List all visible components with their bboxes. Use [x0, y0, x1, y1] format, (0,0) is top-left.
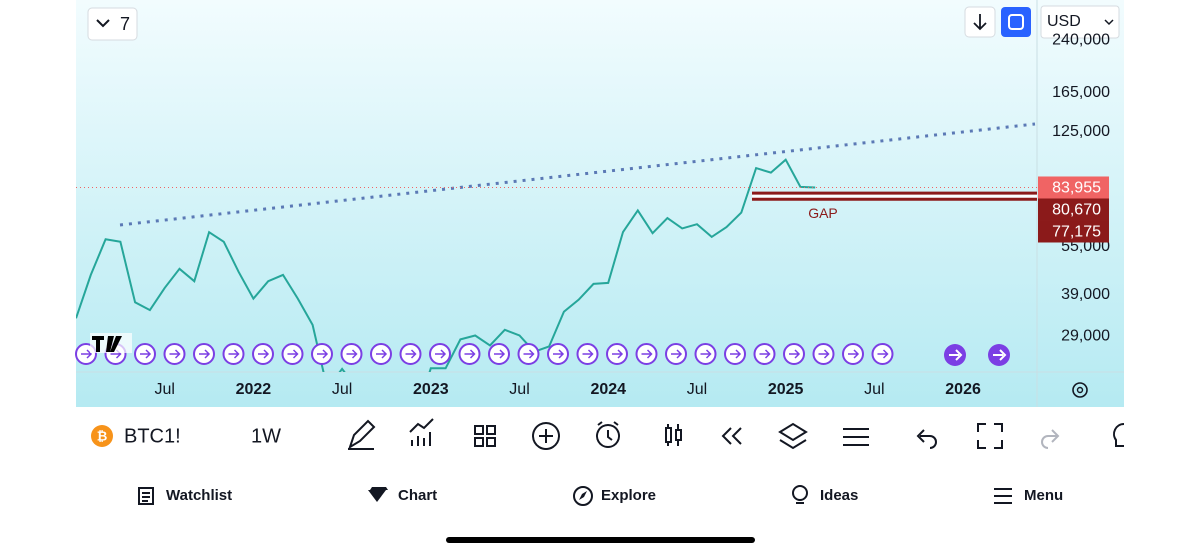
x-tick-label: Jul	[332, 381, 352, 398]
y-tick-label: 165,000	[1052, 84, 1110, 101]
price-label-box	[1038, 198, 1109, 221]
chart-background	[76, 0, 1124, 407]
symbol: BTC1!	[124, 425, 181, 447]
event-arrow	[641, 349, 653, 359]
currency: USD	[1047, 13, 1081, 30]
y-tick-label: 240,000	[1052, 32, 1110, 49]
event-arrow	[228, 349, 240, 359]
price-label: 77,175	[1052, 224, 1101, 241]
settings-button[interactable]	[1072, 382, 1088, 398]
bottom-nav: Watchlist Chart Explore Ideas Menu	[138, 485, 1063, 506]
nav-item[interactable]: Ideas	[820, 487, 858, 504]
redo[interactable]	[1041, 429, 1060, 449]
x-tick-label: Jul	[687, 381, 707, 398]
y-tick-label: 125,000	[1052, 123, 1110, 140]
y-tick-label: 39,000	[1061, 286, 1110, 303]
gap-zone	[752, 193, 1037, 200]
x-tick-label: 2024	[590, 381, 626, 398]
x-tick-label: Jul	[154, 381, 174, 398]
nav-item[interactable]: Watchlist	[166, 487, 232, 504]
toolbar-icons	[348, 418, 1125, 450]
plot: GAP	[76, 122, 1037, 372]
event-arrow	[199, 349, 211, 359]
event-arrow	[494, 349, 506, 359]
event-arrow	[523, 349, 535, 359]
interval-count: 7	[120, 14, 130, 34]
event-arrow	[553, 349, 565, 359]
event-arrow	[346, 349, 358, 359]
trend-line	[119, 122, 1036, 227]
add[interactable]	[532, 422, 560, 450]
nav-item[interactable]: Chart	[398, 487, 437, 504]
event-arrow	[949, 349, 963, 361]
nav-item[interactable]: Explore	[601, 487, 656, 504]
event-arrow	[317, 349, 329, 359]
indicators[interactable]	[409, 418, 434, 446]
home-indicator	[446, 537, 755, 543]
layouts[interactable]	[474, 425, 496, 447]
event-arrow	[848, 349, 860, 359]
price-label: 80,670	[1052, 202, 1101, 219]
fullscreen[interactable]	[977, 423, 1003, 449]
axes: 240,000165,000125,00055,00039,00029,000J…	[154, 32, 1110, 399]
x-tick-label: Jul	[509, 381, 529, 398]
symbol-button[interactable]: ₿ BTC1!	[91, 425, 181, 447]
event-arrow	[671, 349, 683, 359]
gap-annotation: GAP	[808, 205, 838, 221]
price-label-box	[1038, 176, 1109, 199]
download-button[interactable]	[964, 6, 996, 38]
event-arrow	[700, 349, 712, 359]
toolbar	[76, 407, 1124, 463]
x-tick-label: 2025	[768, 381, 804, 398]
settings[interactable]	[843, 428, 869, 446]
replay[interactable]	[721, 427, 742, 445]
event-arrow	[730, 349, 742, 359]
alert[interactable]	[596, 421, 620, 448]
event-arrow	[405, 349, 417, 359]
currency-select[interactable]: USD	[1040, 5, 1120, 39]
ideas-tool[interactable]	[1113, 423, 1125, 447]
timeframe[interactable]: 1W	[251, 425, 281, 447]
price-label-box	[1038, 220, 1109, 243]
event-arrow	[464, 349, 476, 359]
price-label: 83,955	[1052, 180, 1101, 197]
x-tick-label: 2026	[945, 381, 981, 398]
x-tick-label: 2022	[236, 381, 272, 398]
x-tick-label: 2023	[413, 381, 449, 398]
event-arrow	[789, 349, 801, 359]
draw-tool[interactable]	[348, 419, 376, 450]
scale-toggle[interactable]	[1001, 7, 1031, 37]
event-arrow	[818, 349, 830, 359]
event-arrow	[287, 349, 299, 359]
event-arrow	[376, 349, 388, 359]
event-arrow	[759, 349, 771, 359]
event-arrow	[993, 349, 1007, 361]
price-line	[76, 158, 816, 372]
event-arrow	[582, 349, 594, 359]
chart-type[interactable]	[665, 424, 682, 446]
layers[interactable]	[778, 422, 808, 450]
interval-button[interactable]: 7	[87, 7, 138, 41]
event-arrow	[81, 349, 93, 359]
x-tick-label: Jul	[864, 381, 884, 398]
y-tick-label: 29,000	[1061, 328, 1110, 345]
event-arrow	[435, 349, 447, 359]
tv-logo	[90, 333, 132, 353]
event-markers	[75, 343, 1010, 366]
event-arrow	[877, 349, 889, 359]
nav-item[interactable]: Menu	[1024, 487, 1063, 504]
event-arrow	[258, 349, 270, 359]
event-arrow	[612, 349, 624, 359]
undo[interactable]	[916, 429, 937, 449]
event-arrow	[140, 349, 152, 359]
svg-text:₿: ₿	[97, 428, 108, 443]
event-arrow	[169, 349, 181, 359]
